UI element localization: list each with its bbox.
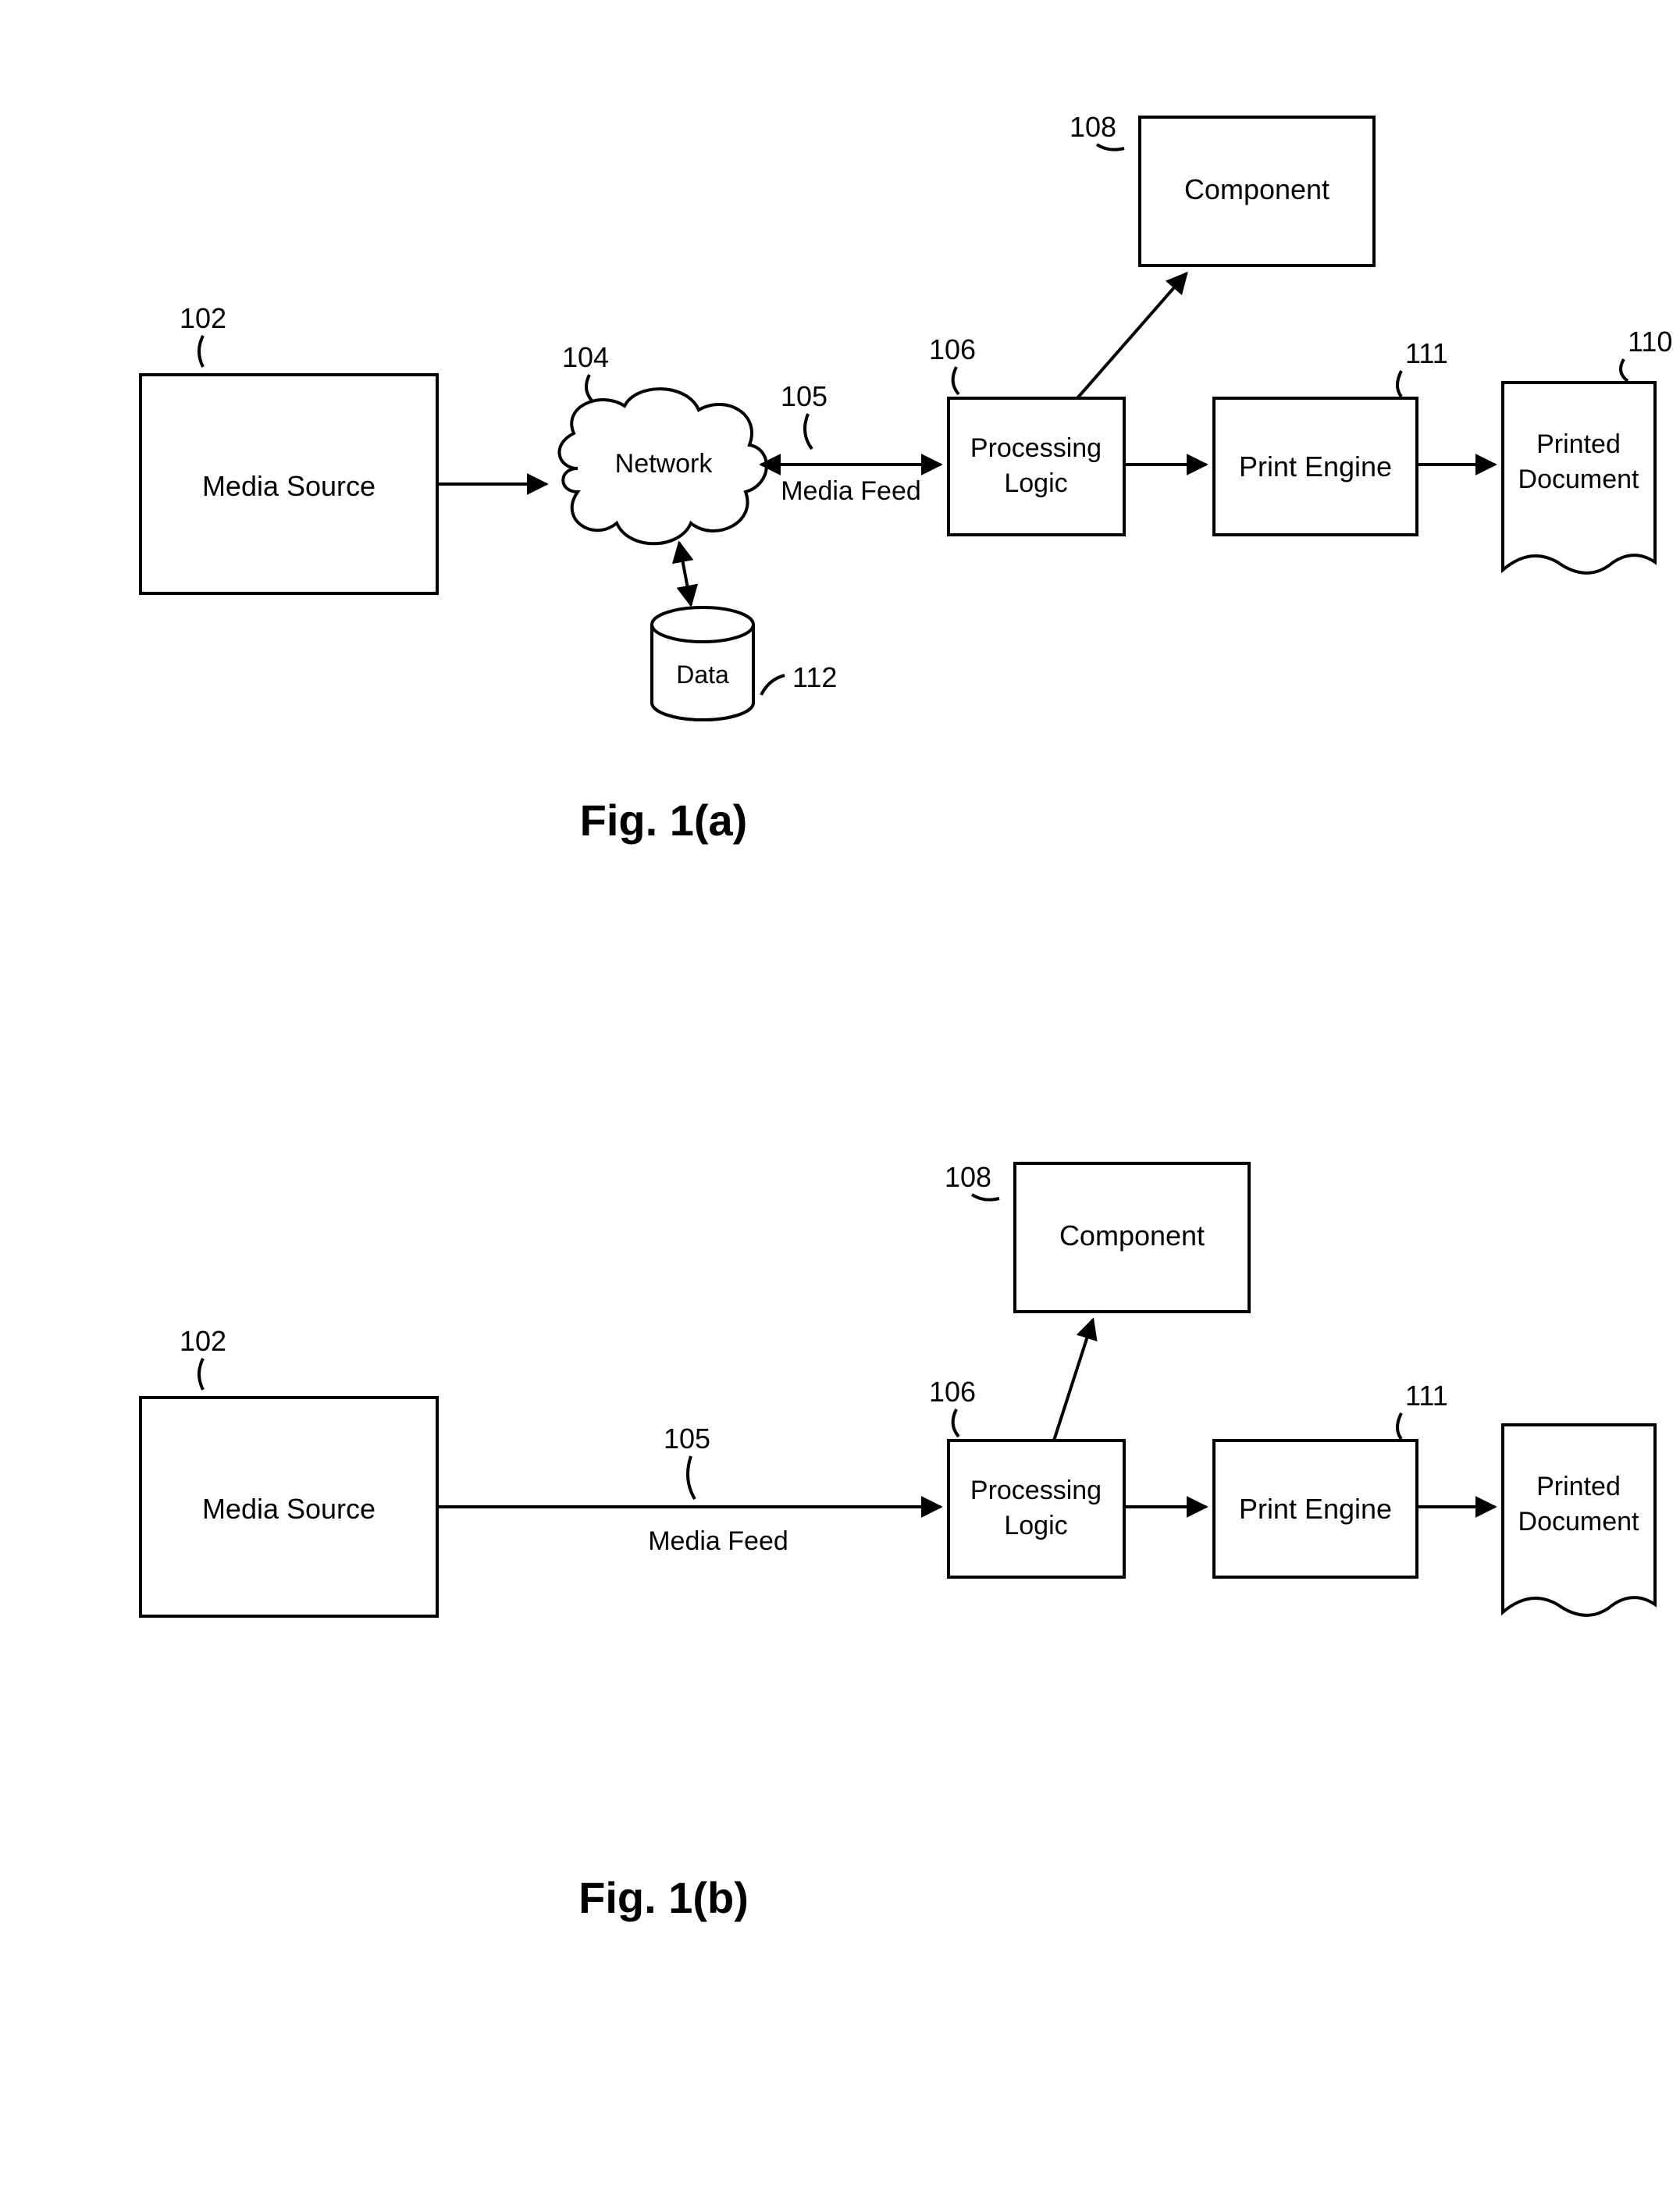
print-engine-node-b: Print Engine 111 [1214,1380,1448,1577]
media-source-node-b: Media Source 102 [141,1325,437,1616]
network-label: Network [615,449,714,479]
media-source-ref-b: 102 [180,1325,226,1357]
printed-doc-label-1-b: Printed [1536,1472,1621,1501]
data-node: Data 112 [652,607,837,720]
component-label: Component [1184,173,1329,205]
printed-doc-label-1: Printed [1536,429,1621,459]
diagram-canvas: Media Source 102 Network 104 Media Feed … [0,0,1680,2190]
print-engine-ref-b: 111 [1405,1380,1448,1412]
processing-label-1: Processing [970,433,1102,463]
processing-label-2-b: Logic [1004,1511,1067,1540]
processing-label-2: Logic [1004,468,1067,498]
processing-logic-node-b: Processing Logic 106 [929,1376,1124,1577]
printed-document-node-b: Printed Document [1503,1425,1655,1615]
print-engine-node: Print Engine 111 [1214,337,1448,535]
media-feed-ref: 105 [781,380,828,412]
edge-processing-component-b [1054,1319,1093,1440]
component-ref: 108 [1070,111,1116,143]
component-label-b: Component [1059,1220,1205,1252]
figure-1b: Media Source 102 Media Feed 105 Processi… [141,1161,1655,1922]
edge-network-data [679,543,691,605]
media-feed-ref-b: 105 [664,1423,710,1455]
data-label: Data [676,661,729,689]
processing-ref: 106 [929,333,976,365]
data-ref: 112 [792,661,837,693]
processing-ref-b: 106 [929,1376,976,1408]
component-node-b: Component 108 [945,1161,1249,1312]
printed-doc-label-2: Document [1518,465,1640,494]
media-source-label: Media Source [202,470,376,502]
media-feed-label: Media Feed [781,476,921,506]
printed-doc-ref: 110 [1628,326,1672,358]
figure-1a: Media Source 102 Network 104 Media Feed … [141,111,1672,845]
media-feed-label-b: Media Feed [648,1526,788,1556]
media-source-label-b: Media Source [202,1493,376,1525]
media-source-ref: 102 [180,302,226,334]
print-engine-ref: 111 [1405,337,1448,369]
processing-logic-node: Processing Logic 106 [929,333,1124,535]
component-node: Component 108 [1070,111,1374,265]
component-ref-b: 108 [945,1161,991,1193]
network-ref: 104 [562,341,609,373]
processing-label-1-b: Processing [970,1476,1102,1505]
edge-processing-component [1077,273,1187,398]
print-engine-label: Print Engine [1239,450,1392,483]
network-node: Network 104 [559,341,766,543]
printed-document-node: Printed Document 110 [1503,326,1672,573]
figure-1b-caption: Fig. 1(b) [578,1873,749,1922]
media-source-node: Media Source 102 [141,302,437,593]
print-engine-label-b: Print Engine [1239,1493,1392,1525]
printed-doc-label-2-b: Document [1518,1507,1640,1537]
figure-1a-caption: Fig. 1(a) [580,796,748,845]
